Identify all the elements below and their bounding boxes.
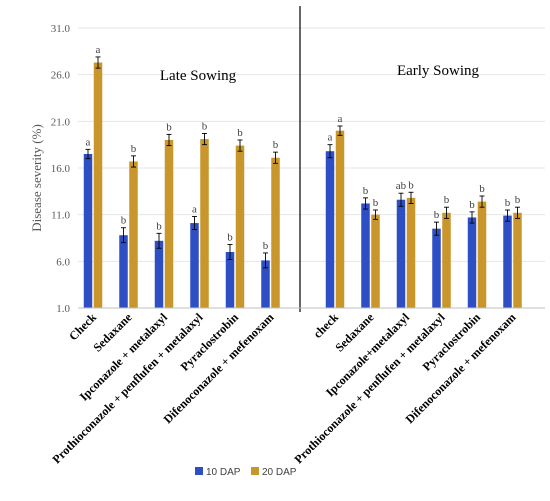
significance-letter: a: [192, 204, 197, 216]
panel-label-late-sowing: Late Sowing: [160, 68, 237, 84]
significance-letter: b: [505, 197, 511, 209]
legend-label-20-dap: 20 DAP: [262, 467, 297, 478]
bar-20-dap: [406, 197, 416, 308]
significance-letter: b: [237, 127, 243, 139]
category-label: Check: [66, 310, 99, 343]
bar-20-dap: [164, 140, 174, 308]
significance-letter: b: [166, 121, 172, 133]
legend: 10 DAP 20 DAP: [195, 467, 297, 478]
significance-letter: b: [444, 194, 450, 206]
y-tick-label: 16.0: [51, 163, 71, 175]
y-tick-label: 26.0: [51, 70, 71, 82]
bar-10-dap: [432, 228, 441, 308]
bar-20-dap: [129, 161, 138, 308]
significance-letter: b: [202, 120, 208, 132]
bar-10-dap: [396, 199, 406, 308]
bar-10-dap: [83, 154, 93, 308]
bar-10-dap: [119, 235, 128, 308]
bar-10-dap: [325, 151, 335, 308]
significance-letter: b: [156, 220, 162, 232]
bar-20-dap: [513, 212, 522, 308]
bar-20-dap: [271, 157, 280, 308]
bar-10-dap: [225, 252, 235, 308]
bar-20-dap: [442, 212, 451, 308]
bar-20-dap: [200, 139, 209, 308]
significance-letter: b: [469, 199, 475, 211]
significance-letter: b: [121, 215, 127, 227]
significance-letter: b: [363, 185, 369, 197]
y-gridlines: [78, 27, 545, 262]
category-label: check: [310, 310, 341, 341]
bar-10-dap: [503, 215, 512, 308]
bar-20-dap: [371, 214, 380, 308]
bar-10-dap: [154, 240, 164, 308]
significance-letter: b: [373, 197, 379, 209]
legend-swatch-20-dap: [251, 467, 259, 475]
significance-letter: b: [263, 240, 269, 252]
y-tick-label: 1.0: [56, 303, 70, 315]
significance-letter: a: [86, 136, 91, 148]
bar-20-dap: [335, 130, 345, 308]
significance-letter: b: [227, 232, 233, 244]
significance-letter: b: [434, 209, 440, 221]
y-axis-label: Disease severity (%): [29, 124, 44, 232]
bar-20-dap: [93, 62, 103, 309]
bar-20-dap: [235, 145, 245, 308]
significance-letter: b: [131, 143, 137, 155]
y-tick-label: 6.0: [56, 256, 70, 268]
significance-letter: a: [328, 132, 333, 144]
panel-label-early-sowing: Early Sowing: [397, 63, 480, 79]
significance-letter: b: [273, 139, 279, 151]
y-tick-label: 31.0: [51, 23, 71, 35]
legend-swatch-10-dap: [195, 467, 203, 475]
significance-letter: a: [96, 44, 101, 56]
bar-10-dap: [190, 223, 199, 308]
significance-letter: b: [408, 179, 414, 191]
significance-letter: b: [479, 183, 485, 195]
bar-10-dap: [261, 260, 270, 308]
y-tick-label: 11.0: [51, 210, 70, 222]
bar-10-dap: [361, 203, 370, 308]
bar-10-dap: [467, 217, 477, 308]
significance-letter: a: [338, 113, 343, 125]
significance-letter: b: [515, 194, 521, 206]
bar-20-dap: [477, 201, 487, 308]
y-tick-labels: 1.0 6.0 11.0 16.0 21.0 26.0 31.0: [51, 23, 71, 315]
legend-label-10-dap: 10 DAP: [206, 467, 241, 478]
significance-letter: ab: [396, 180, 407, 192]
y-tick-label: 21.0: [51, 116, 71, 128]
